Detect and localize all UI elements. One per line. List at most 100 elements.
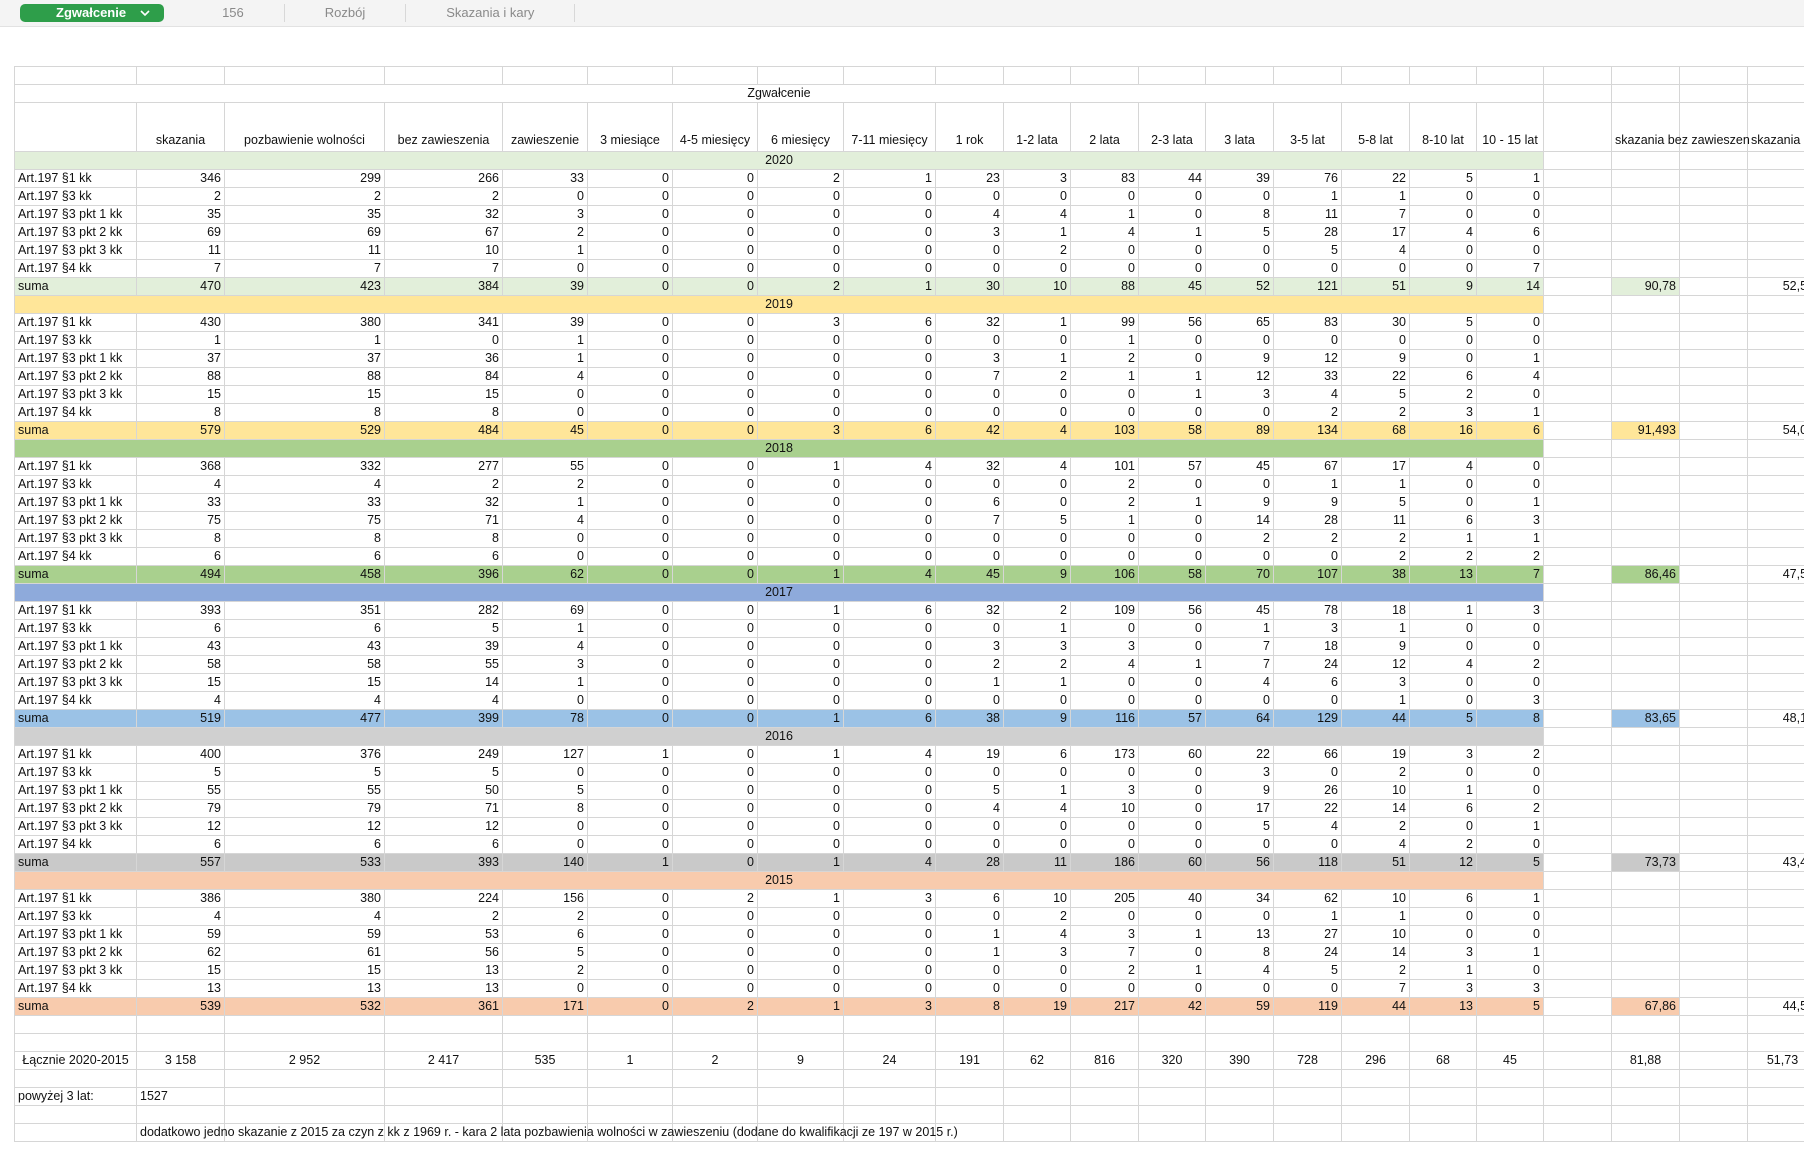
- column-header: 1 rok: [935, 102, 1004, 152]
- value-cell: 0: [757, 403, 844, 422]
- cell: [1611, 511, 1680, 530]
- cell: [224, 1015, 385, 1034]
- row-label: Art.197 §3 kk: [14, 331, 137, 350]
- row: suma 539 532 361 171 0 2 1 3 8 19 217 42 59 119 44 13 5 67…: [14, 997, 1804, 1016]
- value-cell: 13: [384, 979, 503, 998]
- cell: [1747, 943, 1804, 962]
- sum-cell: 4: [843, 853, 936, 872]
- row: Art.197 §3 pkt 3 kk 11 11 10 1 0 0 0 0 0 2 0 0 0 5 4 0 0: [14, 241, 1804, 260]
- sum-cell: 38: [1341, 565, 1410, 584]
- row-label: Art.197 §3 pkt 1 kk: [14, 637, 137, 656]
- cell: [1543, 817, 1612, 836]
- value-cell: 0: [1409, 925, 1477, 944]
- sum-cell: 129: [1273, 709, 1342, 728]
- value-cell: 0: [1003, 385, 1071, 404]
- row: Art.197 §3 pkt 1 kk 33 33 32 1 0 0 0 0 6 0 2 1 9 9 5 0 1: [14, 493, 1804, 512]
- sheet-tab[interactable]: Skazania i kary: [406, 4, 576, 22]
- value-cell: 0: [587, 943, 673, 962]
- sum-cell: 171: [502, 997, 588, 1016]
- sum-cell: 10: [1003, 277, 1071, 296]
- row: Art.197 §4 kk 4 4 4 0 0 0 0 0 0 0 0 0 0 0 1 0 3: [14, 691, 1804, 710]
- value-cell: 4: [502, 637, 588, 656]
- cell: [1543, 1033, 1612, 1052]
- value-cell: 0: [587, 799, 673, 818]
- cell: [1679, 385, 1748, 404]
- sum-cell: 5: [1476, 853, 1544, 872]
- cell: [136, 66, 225, 85]
- value-cell: 1: [1070, 205, 1139, 224]
- value-cell: 24: [1273, 943, 1342, 962]
- cell: [672, 1069, 758, 1088]
- value-cell: 6: [1273, 673, 1342, 692]
- cell: [1543, 583, 1612, 602]
- value-cell: 0: [1003, 961, 1071, 980]
- value-cell: 0: [1476, 475, 1544, 494]
- value-cell: 1: [1409, 781, 1477, 800]
- value-cell: 3: [1003, 943, 1071, 962]
- year-header: 2019: [14, 295, 1544, 314]
- row-label: Art.197 §3 kk: [14, 763, 137, 782]
- value-cell: 0: [757, 259, 844, 278]
- value-cell: 0: [935, 475, 1004, 494]
- sum-label: suma: [14, 709, 137, 728]
- value-cell: 0: [1409, 763, 1477, 782]
- sum-cell: 217: [1070, 997, 1139, 1016]
- cell: [1679, 943, 1748, 962]
- value-cell: 2: [1273, 403, 1342, 422]
- value-cell: 5: [1341, 493, 1410, 512]
- cell: [502, 1069, 588, 1088]
- cell: [1543, 907, 1612, 926]
- cell: [1747, 493, 1804, 512]
- row: Art.197 §3 pkt 2 kk 69 69 67 2 0 0 0 0 3 1 4 1 5 28 17 4…: [14, 223, 1804, 242]
- value-cell: 0: [587, 655, 673, 674]
- cell: [1611, 241, 1680, 260]
- cell: [1747, 511, 1804, 530]
- value-cell: 0: [587, 403, 673, 422]
- cell: [1611, 223, 1680, 242]
- value-cell: 2: [1476, 547, 1544, 566]
- value-cell: 380: [224, 313, 385, 332]
- cell: [1543, 367, 1612, 386]
- row-label: Art.197 §3 pkt 2 kk: [14, 943, 137, 962]
- cell: [1679, 619, 1748, 638]
- value-cell: 24: [1273, 655, 1342, 674]
- sheet-tab[interactable]: 156: [182, 4, 285, 22]
- value-cell: 0: [587, 763, 673, 782]
- chevron: [140, 10, 150, 17]
- value-cell: 28: [1273, 511, 1342, 530]
- sum-cell: 42: [1138, 997, 1206, 1016]
- sheet-tab[interactable]: Zgwałcenie: [20, 4, 165, 22]
- row: Zgwałcenie: [14, 84, 1804, 103]
- value-cell: 0: [1070, 979, 1139, 998]
- row: Art.197 §3 pkt 1 kk 43 43 39 4 0 0 0 0 3 3 3 0 7 18 9 0 0: [14, 637, 1804, 656]
- value-cell: 0: [1138, 529, 1206, 548]
- value-cell: 0: [843, 331, 936, 350]
- cell: [1409, 1033, 1477, 1052]
- cell: [1679, 457, 1748, 476]
- row-label: Art.197 §4 kk: [14, 979, 137, 998]
- row-label: Art.197 §1 kk: [14, 601, 137, 620]
- cell: [1273, 1033, 1342, 1052]
- cell: [1747, 727, 1804, 746]
- value-cell: 0: [1003, 403, 1071, 422]
- value-cell: 2: [1409, 835, 1477, 854]
- value-cell: 0: [672, 925, 758, 944]
- value-cell: 3: [1476, 601, 1544, 620]
- value-cell: 37: [136, 349, 225, 368]
- value-cell: 12: [1341, 655, 1410, 674]
- cell: [1679, 781, 1748, 800]
- row: Art.197 §3 kk 1 1 0 1 0 0 0 0 0 0 1 0 0 0 0 0 0: [14, 331, 1804, 350]
- value-cell: 2: [1341, 961, 1410, 980]
- value-cell: 57: [1138, 457, 1206, 476]
- value-cell: 0: [843, 673, 936, 692]
- sum-cell: 532: [224, 997, 385, 1016]
- value-cell: 299: [224, 169, 385, 188]
- note: dodatkowo jedno skazanie z 2015 za czyn …: [136, 1123, 958, 1142]
- value-cell: 0: [1070, 673, 1139, 692]
- cell: [1543, 421, 1612, 440]
- sheet-tab[interactable]: Rozbój: [285, 4, 407, 22]
- value-cell: 0: [935, 259, 1004, 278]
- value-cell: 4: [1409, 655, 1477, 674]
- value-cell: 0: [1476, 619, 1544, 638]
- value-cell: 4: [1273, 817, 1342, 836]
